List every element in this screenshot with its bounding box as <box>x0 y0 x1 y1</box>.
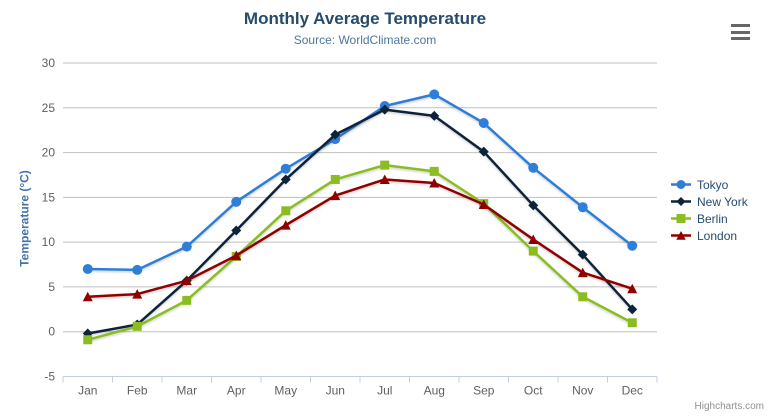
legend-item-label: New York <box>697 194 748 209</box>
series-berlin-point[interactable] <box>578 292 588 302</box>
y-axis-label: 5 <box>48 280 55 294</box>
legend-item-label: Tokyo <box>697 177 729 192</box>
legend-item-london[interactable]: London <box>670 227 748 244</box>
legend-marker-triangle-icon <box>671 231 691 240</box>
series-berlin-point[interactable] <box>528 246 538 256</box>
series-tokyo-point[interactable] <box>528 162 539 173</box>
series-berlin-point[interactable] <box>429 166 439 176</box>
legend-item-new-york[interactable]: New York <box>670 193 748 210</box>
series-new-york <box>82 104 638 339</box>
x-axis-label: Jun <box>326 384 345 398</box>
series-tokyo-point[interactable] <box>181 241 192 252</box>
legend-marker-shape <box>676 180 686 189</box>
series-new-york-point[interactable] <box>429 110 440 121</box>
series-berlin-point[interactable] <box>132 321 142 331</box>
series-new-york-point[interactable] <box>577 249 588 260</box>
series-london-point[interactable] <box>231 250 242 261</box>
series-berlin-point[interactable] <box>330 174 340 184</box>
y-axis-title: Temperature (°C) <box>17 170 32 267</box>
series-berlin-point[interactable] <box>182 295 192 305</box>
series-new-york-point[interactable] <box>478 146 489 157</box>
y-axis-label: 30 <box>42 56 56 70</box>
legend-item-label: London <box>697 228 738 243</box>
series-tokyo-point[interactable] <box>82 264 93 275</box>
series-berlin-point[interactable] <box>281 206 291 216</box>
series-new-york-point[interactable] <box>280 174 291 185</box>
legend-marker-circle-icon <box>671 180 691 189</box>
series-london-point[interactable] <box>577 267 588 278</box>
series-berlin-point[interactable] <box>627 318 637 328</box>
series-london-line <box>86 178 634 299</box>
hamburger-icon <box>731 30 750 34</box>
series-london-point[interactable] <box>627 283 638 294</box>
series-tokyo-point[interactable] <box>231 196 242 207</box>
hamburger-icon <box>731 24 750 27</box>
series-london-point[interactable] <box>478 199 489 210</box>
series-berlin-point[interactable] <box>83 335 93 345</box>
credits-link[interactable]: Highcharts.com <box>694 401 764 412</box>
series-london-point[interactable] <box>330 190 341 201</box>
series-london-point[interactable] <box>528 234 539 244</box>
x-axis-label: Sep <box>473 384 495 398</box>
x-axis-label: Jan <box>78 384 97 398</box>
series-tokyo-point[interactable] <box>429 89 440 100</box>
x-axis-label: Apr <box>227 384 246 398</box>
legend-marker-square-icon <box>671 214 691 223</box>
series-tokyo <box>82 89 638 275</box>
series-new-york-point[interactable] <box>627 304 638 315</box>
series-london-point[interactable] <box>429 178 440 188</box>
x-axis-label: Nov <box>572 384 593 398</box>
export-menu-button[interactable] <box>728 21 753 43</box>
x-axis-label: Feb <box>127 384 148 398</box>
x-axis-label: Jul <box>377 384 392 398</box>
hamburger-icon <box>731 37 750 40</box>
series-london-point[interactable] <box>379 174 390 184</box>
series-new-york-line <box>86 108 634 335</box>
legend-marker-shape <box>676 197 686 206</box>
legend-item-tokyo[interactable]: Tokyo <box>670 176 748 193</box>
legend-marker-shape <box>676 214 686 223</box>
y-axis-label: 10 <box>42 235 56 249</box>
series-new-york-point[interactable] <box>231 225 242 236</box>
legend-marker-shape <box>676 231 686 240</box>
x-axis-label: Dec <box>622 384 643 398</box>
legend-marker-diamond-icon <box>671 197 691 206</box>
chart-title: Monthly Average Temperature <box>243 9 487 28</box>
chart-subtitle: Source: WorldClimate.com <box>293 33 437 47</box>
series-london <box>82 174 638 302</box>
x-axis-label: Oct <box>524 384 543 398</box>
series-london-point[interactable] <box>82 291 93 302</box>
x-axis-label: Mar <box>176 384 197 398</box>
series-tokyo-point[interactable] <box>132 264 143 275</box>
series-tokyo-line <box>86 93 634 272</box>
x-axis-label: Aug <box>424 384 445 398</box>
legend-item-berlin[interactable]: Berlin <box>670 210 748 227</box>
legend-item-label: Berlin <box>697 211 728 226</box>
series-berlin-point[interactable] <box>380 160 390 170</box>
legend: Tokyo New York Berlin London <box>670 176 748 244</box>
series-london-point[interactable] <box>132 289 143 299</box>
series-new-york-point[interactable] <box>528 200 539 211</box>
series-tokyo-point[interactable] <box>627 240 638 251</box>
x-axis-label: May <box>274 384 297 398</box>
y-axis-label: -5 <box>44 370 55 384</box>
series-london-point[interactable] <box>181 275 192 286</box>
series-new-york-point[interactable] <box>379 104 390 115</box>
series-tokyo-point[interactable] <box>577 202 588 213</box>
series-new-york-point[interactable] <box>330 129 341 140</box>
y-axis-label: 15 <box>42 190 56 204</box>
series-tokyo-point[interactable] <box>478 118 489 129</box>
y-axis-label: 0 <box>48 325 55 339</box>
y-axis-label: 25 <box>42 101 56 115</box>
y-axis-label: 20 <box>42 146 56 160</box>
series-london-point[interactable] <box>280 220 291 230</box>
series-tokyo-point[interactable] <box>280 163 291 174</box>
series-berlin-line <box>86 163 634 342</box>
